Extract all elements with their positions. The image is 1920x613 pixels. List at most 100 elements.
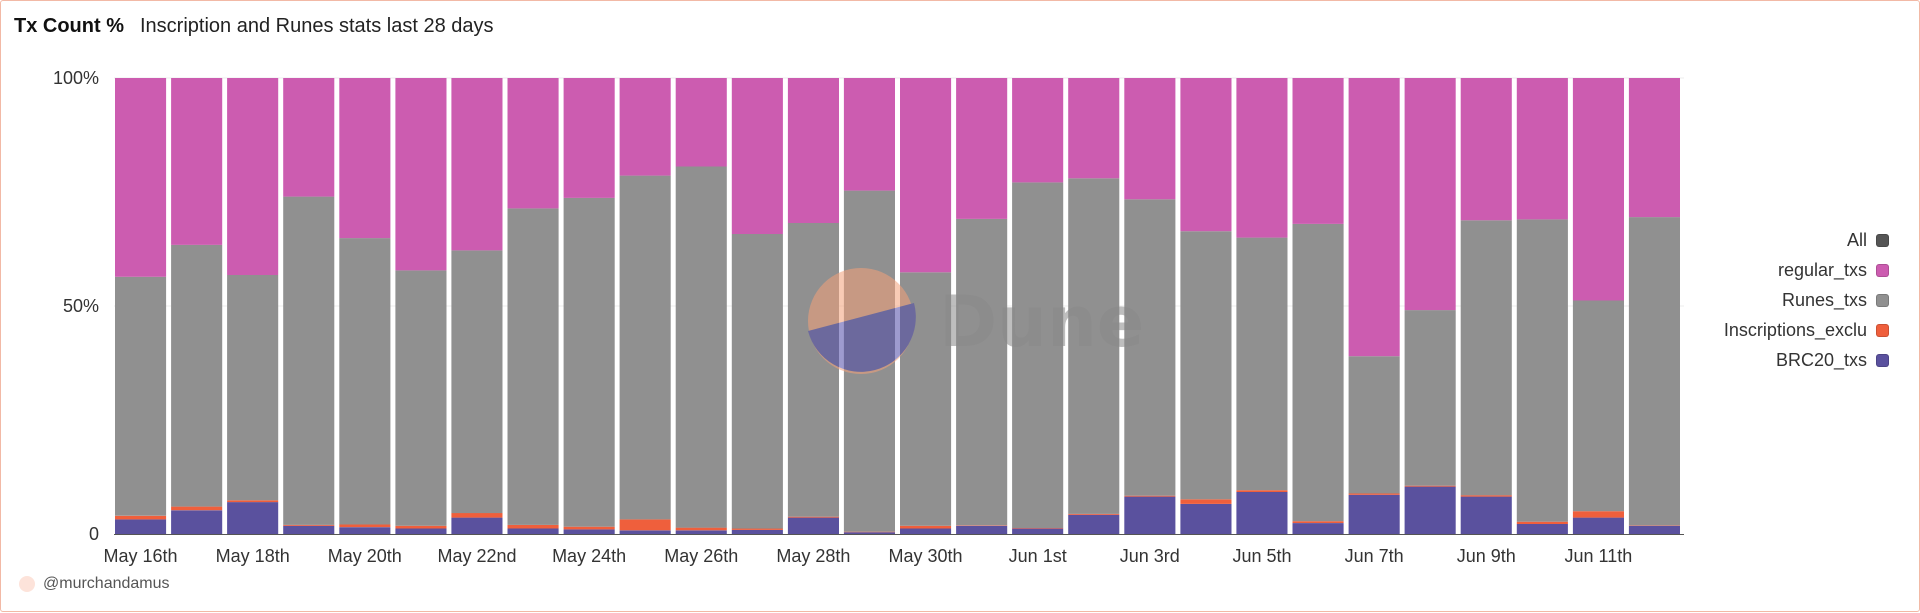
bar-segment-brc20-txs[interactable] — [731, 529, 783, 534]
bar-segment-runes-txs[interactable] — [1068, 178, 1120, 514]
bar-segment-brc20-txs[interactable] — [1460, 496, 1512, 534]
bar-segment-inscriptions-exclu[interactable] — [1348, 493, 1400, 495]
bar-segment-inscriptions-exclu[interactable] — [1068, 513, 1120, 515]
bar-segment-inscriptions-exclu[interactable] — [900, 525, 952, 529]
bar-segment-regular-txs[interactable] — [451, 78, 503, 251]
bar-segment-regular-txs[interactable] — [563, 78, 615, 198]
bar-segment-runes-txs[interactable] — [1180, 231, 1232, 500]
bar-segment-runes-txs[interactable] — [1292, 223, 1344, 522]
bar-segment-inscriptions-exclu[interactable] — [227, 500, 279, 503]
bar-segment-brc20-txs[interactable] — [395, 528, 447, 535]
bar-segment-inscriptions-exclu[interactable] — [451, 513, 503, 518]
bar-segment-inscriptions-exclu[interactable] — [619, 519, 671, 531]
bar-segment-runes-txs[interactable] — [1012, 182, 1064, 528]
bar-segment-runes-txs[interactable] — [283, 196, 335, 525]
bar-segment-regular-txs[interactable] — [619, 78, 671, 176]
bar-segment-inscriptions-exclu[interactable] — [1012, 528, 1064, 529]
bar-segment-regular-txs[interactable] — [507, 78, 559, 209]
bar-segment-brc20-txs[interactable] — [339, 527, 391, 534]
bar-segment-runes-txs[interactable] — [675, 166, 727, 528]
bar-segment-runes-txs[interactable] — [563, 197, 615, 527]
bar-segment-runes-txs[interactable] — [1404, 310, 1456, 486]
bar-segment-inscriptions-exclu[interactable] — [787, 516, 839, 518]
bar-segment-regular-txs[interactable] — [1236, 78, 1288, 238]
bar-segment-regular-txs[interactable] — [675, 78, 727, 167]
bar-segment-brc20-txs[interactable] — [171, 510, 223, 534]
bar-segment-brc20-txs[interactable] — [1180, 503, 1232, 534]
bar-segment-regular-txs[interactable] — [731, 78, 783, 234]
bar-segment-regular-txs[interactable] — [1628, 78, 1680, 218]
bar-segment-regular-txs[interactable] — [115, 78, 167, 277]
bar-segment-regular-txs[interactable] — [1068, 78, 1120, 179]
bar-segment-runes-txs[interactable] — [227, 275, 279, 501]
bar-segment-brc20-txs[interactable] — [1124, 496, 1176, 534]
bar-segment-regular-txs[interactable] — [900, 78, 952, 273]
bar-segment-runes-txs[interactable] — [1348, 356, 1400, 494]
bar-segment-regular-txs[interactable] — [1292, 78, 1344, 224]
bar-segment-inscriptions-exclu[interactable] — [1180, 499, 1232, 504]
bar-segment-brc20-txs[interactable] — [1348, 494, 1400, 534]
bar-segment-inscriptions-exclu[interactable] — [115, 515, 167, 520]
bar-segment-regular-txs[interactable] — [227, 78, 279, 275]
bar-segment-brc20-txs[interactable] — [843, 532, 895, 534]
bar-segment-brc20-txs[interactable] — [115, 519, 167, 534]
bar-segment-regular-txs[interactable] — [1180, 78, 1232, 232]
bar-segment-regular-txs[interactable] — [1516, 78, 1568, 220]
bar-segment-inscriptions-exclu[interactable] — [171, 506, 223, 511]
bar-segment-brc20-txs[interactable] — [1068, 514, 1120, 534]
bar-segment-runes-txs[interactable] — [787, 223, 839, 517]
legend-item-inscriptions-exclu[interactable]: Inscriptions_exclu — [1724, 315, 1889, 345]
bar-segment-runes-txs[interactable] — [171, 244, 223, 507]
bar-segment-inscriptions-exclu[interactable] — [1404, 485, 1456, 487]
bar-segment-brc20-txs[interactable] — [956, 525, 1008, 534]
bar-segment-inscriptions-exclu[interactable] — [731, 528, 783, 530]
bar-segment-runes-txs[interactable] — [1124, 199, 1176, 496]
bar-segment-regular-txs[interactable] — [787, 78, 839, 223]
bar-segment-runes-txs[interactable] — [956, 218, 1008, 526]
legend-item-all[interactable]: All — [1724, 225, 1889, 255]
bar-segment-runes-txs[interactable] — [339, 238, 391, 525]
legend-item-runes-txs[interactable]: Runes_txs — [1724, 285, 1889, 315]
bar-segment-runes-txs[interactable] — [1460, 220, 1512, 496]
bar-segment-brc20-txs[interactable] — [1236, 492, 1288, 534]
bar-segment-regular-txs[interactable] — [1404, 78, 1456, 311]
bar-segment-regular-txs[interactable] — [956, 78, 1008, 219]
bar-segment-regular-txs[interactable] — [1572, 78, 1624, 301]
bar-segment-inscriptions-exclu[interactable] — [563, 526, 615, 530]
bar-segment-brc20-txs[interactable] — [787, 517, 839, 534]
bar-segment-brc20-txs[interactable] — [900, 528, 952, 535]
bar-segment-regular-txs[interactable] — [1124, 78, 1176, 200]
bar-segment-runes-txs[interactable] — [1628, 217, 1680, 526]
bar-segment-inscriptions-exclu[interactable] — [1236, 490, 1288, 492]
bar-segment-brc20-txs[interactable] — [1516, 524, 1568, 534]
bar-segment-inscriptions-exclu[interactable] — [1292, 521, 1344, 523]
bar-segment-brc20-txs[interactable] — [1012, 528, 1064, 535]
bar-segment-brc20-txs[interactable] — [1572, 517, 1624, 534]
bar-segment-runes-txs[interactable] — [451, 250, 503, 514]
bar-segment-regular-txs[interactable] — [1460, 78, 1512, 221]
bar-segment-runes-txs[interactable] — [115, 276, 167, 516]
bar-segment-inscriptions-exclu[interactable] — [956, 525, 1008, 526]
bar-segment-inscriptions-exclu[interactable] — [1124, 495, 1176, 497]
bar-segment-brc20-txs[interactable] — [451, 517, 503, 534]
bar-segment-regular-txs[interactable] — [283, 78, 335, 197]
author-credit[interactable]: @murchandamus — [19, 575, 170, 593]
legend-item-brc20-txs[interactable]: BRC20_txs — [1724, 345, 1889, 375]
bar-segment-runes-txs[interactable] — [1236, 237, 1288, 491]
bar-segment-brc20-txs[interactable] — [227, 502, 279, 534]
bar-segment-brc20-txs[interactable] — [1292, 523, 1344, 534]
bar-segment-inscriptions-exclu[interactable] — [843, 531, 895, 533]
legend-item-regular-txs[interactable]: regular_txs — [1724, 255, 1889, 285]
bar-segment-brc20-txs[interactable] — [563, 529, 615, 534]
bar-segment-regular-txs[interactable] — [171, 78, 223, 245]
bar-segment-runes-txs[interactable] — [507, 208, 559, 525]
bar-segment-runes-txs[interactable] — [395, 270, 447, 526]
bar-segment-regular-txs[interactable] — [395, 78, 447, 271]
bar-segment-brc20-txs[interactable] — [1628, 525, 1680, 534]
bar-segment-inscriptions-exclu[interactable] — [1572, 511, 1624, 518]
bar-segment-regular-txs[interactable] — [1348, 78, 1400, 357]
bar-segment-inscriptions-exclu[interactable] — [1460, 495, 1512, 497]
bar-segment-runes-txs[interactable] — [1516, 219, 1568, 522]
bar-segment-brc20-txs[interactable] — [1404, 486, 1456, 534]
bar-segment-brc20-txs[interactable] — [675, 530, 727, 534]
